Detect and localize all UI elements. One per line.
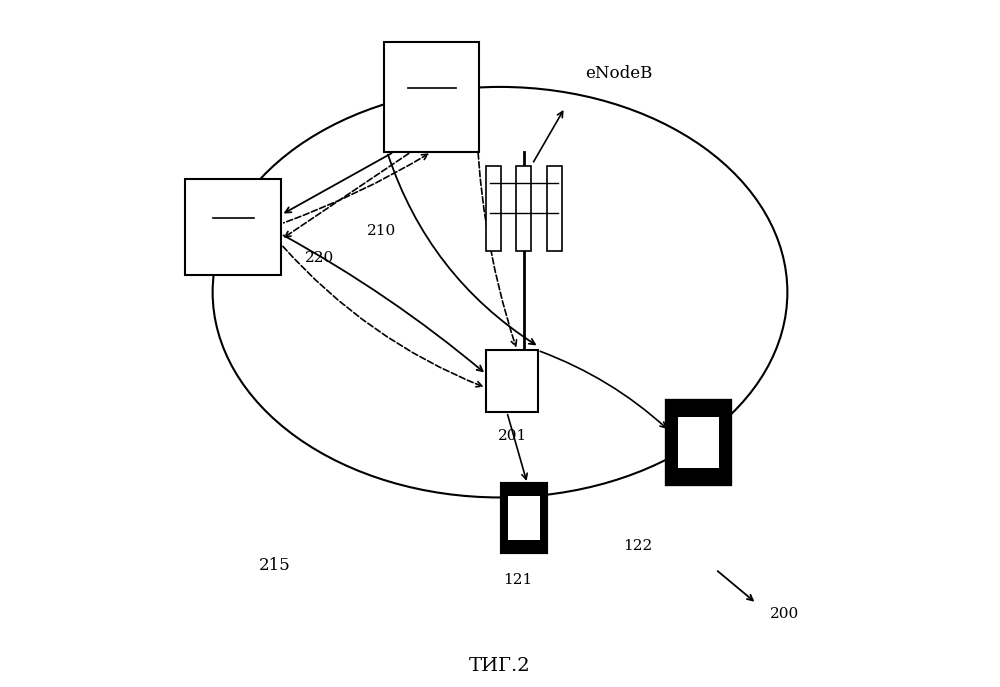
Bar bbox=[502, 484, 546, 552]
Text: 200: 200 bbox=[770, 607, 800, 621]
Bar bbox=[384, 43, 479, 152]
Text: 210: 210 bbox=[367, 223, 396, 238]
Bar bbox=[508, 496, 540, 540]
Text: 202: 202 bbox=[216, 201, 250, 219]
Bar bbox=[547, 166, 562, 251]
Bar bbox=[678, 417, 719, 469]
Text: SGW: SGW bbox=[409, 103, 454, 121]
Text: 215: 215 bbox=[258, 557, 290, 574]
Bar bbox=[185, 179, 281, 275]
Text: 203: 203 bbox=[414, 71, 449, 89]
Bar bbox=[486, 350, 538, 412]
Bar bbox=[669, 403, 728, 482]
Bar bbox=[516, 166, 531, 251]
Text: ΤИГ.2: ΤИГ.2 bbox=[469, 657, 531, 675]
Text: eNodeB: eNodeB bbox=[586, 65, 653, 82]
Text: 122: 122 bbox=[623, 539, 652, 552]
Text: 201: 201 bbox=[498, 429, 527, 443]
Text: 121: 121 bbox=[503, 573, 533, 587]
Text: RNC: RNC bbox=[212, 233, 255, 251]
Text: 220: 220 bbox=[305, 251, 334, 265]
Bar bbox=[486, 166, 501, 251]
